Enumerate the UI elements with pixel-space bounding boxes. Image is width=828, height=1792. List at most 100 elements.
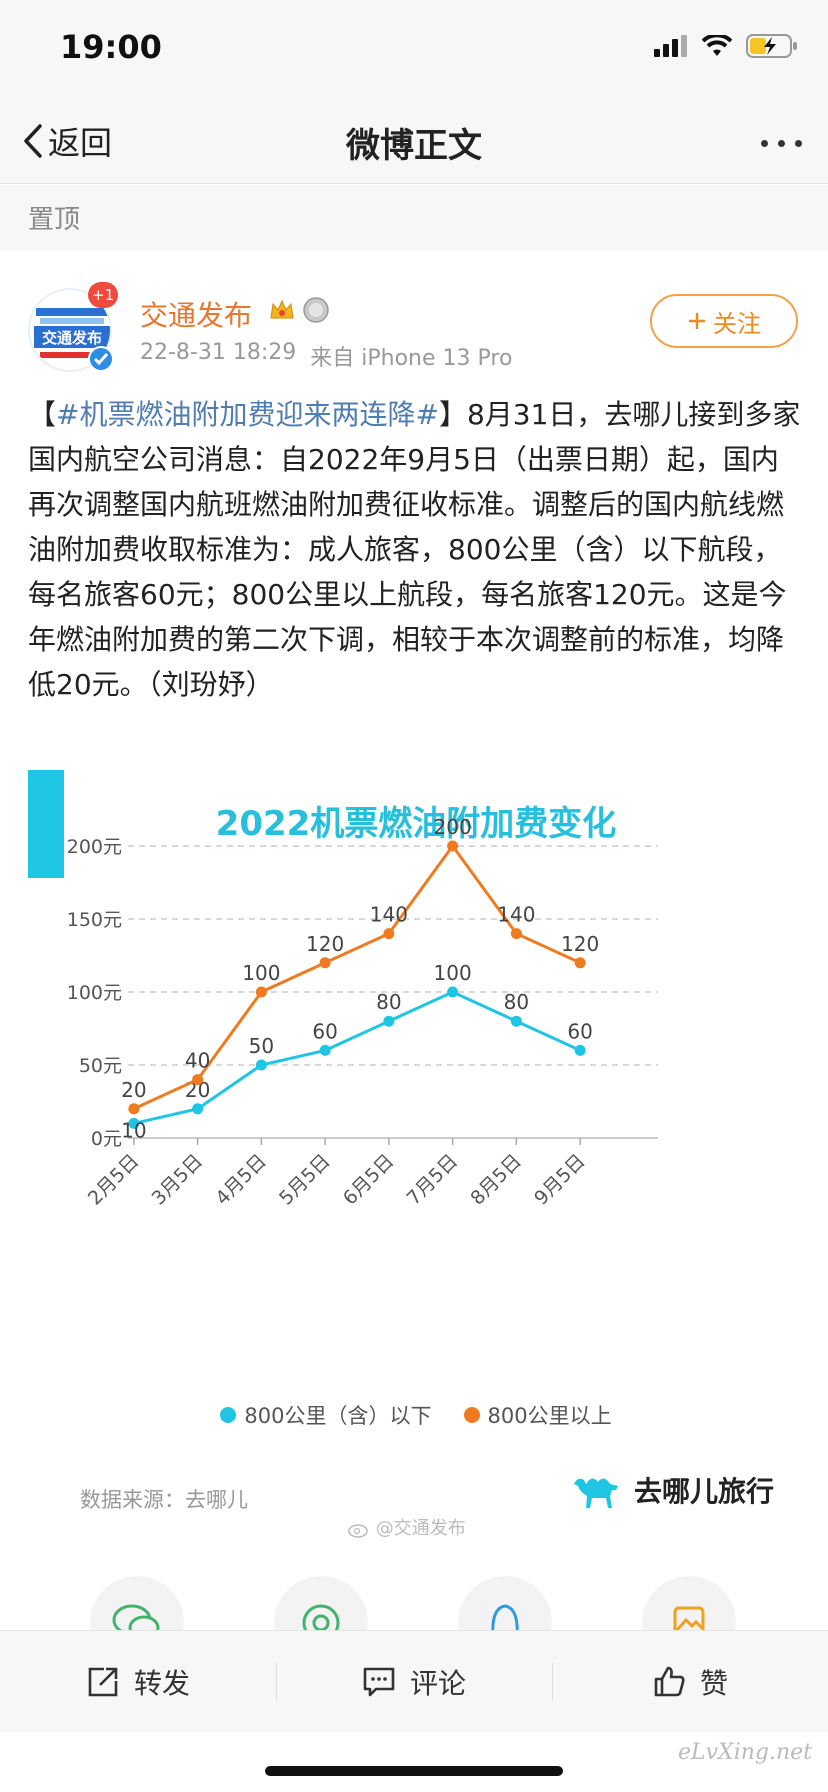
post-source: 来自 iPhone 13 Pro <box>310 346 513 371</box>
post-meta: 22-8-31 18:29 来自 iPhone 13 Pro <box>140 340 512 372</box>
data-label: 140 <box>497 903 535 927</box>
y-tick-label: 200元 <box>67 836 122 858</box>
plus-icon <box>689 313 705 329</box>
data-point <box>128 1103 140 1115</box>
crown-icon <box>270 299 294 319</box>
watermark-text: @交通发布 <box>375 1518 466 1539</box>
chevron-left-icon <box>24 124 42 158</box>
data-point <box>447 986 459 998</box>
repost-label: 转发 <box>133 1666 190 1700</box>
data-label: 80 <box>504 990 529 1014</box>
verified-icon <box>88 346 114 372</box>
like-button[interactable]: 赞 <box>552 1631 828 1732</box>
site-watermark: eLvXing.net <box>677 1740 812 1765</box>
thumbs-up-icon <box>654 1666 685 1696</box>
y-tick-label: 100元 <box>67 982 122 1004</box>
chart-image[interactable]: 2022机票燃油附加费变化 0元 50元 100元 150元 200元 2月5日 3月5日 4… <box>28 770 804 1540</box>
data-label: 60 <box>567 1019 592 1043</box>
data-point <box>192 1074 204 1086</box>
pinned-bar: 置顶 <box>0 185 828 251</box>
post-open-bracket: 【 <box>28 398 57 431</box>
hashtag-link[interactable]: #机票燃油附加费迎来两连降# <box>56 398 439 431</box>
like-label: 赞 <box>699 1666 728 1700</box>
legend-item-above-800: 800公里以上 <box>463 1400 612 1430</box>
post-text: 】8月31日，去哪儿接到多家国内航空公司消息：自2022年9月5日（出票日期）起… <box>28 398 801 701</box>
data-point <box>574 957 586 969</box>
more-options-button[interactable] <box>761 140 802 147</box>
data-point <box>383 1015 395 1027</box>
medal-icon <box>303 297 329 323</box>
x-tick-label: 5月5日 <box>275 1150 335 1210</box>
chart-legend: 800公里（含）以下 800公里以上 <box>28 1400 804 1430</box>
back-button[interactable]: 返回 <box>22 118 112 164</box>
qq-icon <box>491 1604 519 1639</box>
legend-dot <box>463 1407 480 1423</box>
page-title: 微博正文 <box>346 126 482 166</box>
data-label: 140 <box>370 903 408 927</box>
data-label: 100 <box>242 961 280 985</box>
data-label: 40 <box>185 1049 210 1073</box>
pinned-label: 置顶 <box>28 205 81 235</box>
data-source: 数据来源：去哪儿 <box>80 1488 248 1512</box>
y-tick-label: 50元 <box>79 1055 122 1077</box>
data-label: 50 <box>249 1034 274 1058</box>
comment-icon <box>363 1667 395 1696</box>
legend-label: 800公里以上 <box>487 1404 612 1428</box>
weibo-icon <box>348 1524 368 1538</box>
data-point <box>255 986 267 998</box>
data-point <box>574 1044 586 1056</box>
brand-name: 去哪儿旅行 <box>633 1475 774 1508</box>
nav-bar: 返回 微博正文 <box>0 100 828 184</box>
data-label: 120 <box>561 932 599 956</box>
comment-label: 评论 <box>409 1666 466 1700</box>
y-tick-label: 150元 <box>67 909 122 931</box>
y-tick-label: 0元 <box>91 1128 122 1150</box>
legend-label: 800公里（含）以下 <box>244 1404 432 1428</box>
dot-icon <box>795 140 802 147</box>
x-tick-label: 2月5日 <box>84 1150 144 1210</box>
wifi-icon <box>702 35 732 56</box>
x-tick-label: 4月5日 <box>211 1150 271 1210</box>
x-tick-label: 3月5日 <box>148 1150 208 1210</box>
dot-icon <box>761 140 768 147</box>
legend-item-below-800: 800公里（含）以下 <box>220 1400 432 1430</box>
author-header: 交通发布 +1 交通发布 22-8-31 18:29 来自 iPhone 13 … <box>0 270 828 380</box>
data-label: 20 <box>121 1078 146 1102</box>
notification-badge: +1 <box>88 282 119 308</box>
chart-title: 2022机票燃油附加费变化 <box>215 804 617 844</box>
data-point <box>319 1044 331 1056</box>
data-point <box>383 928 395 940</box>
share-arrow-icon <box>88 1667 118 1696</box>
series-line <box>133 990 581 1125</box>
cellular-signal-icon <box>654 35 687 57</box>
x-tick-label: 8月5日 <box>466 1150 526 1210</box>
line-chart: 0元 50元 100元 150元 200元 2月5日 3月5日 4月5日 5月5日 6月5日 7月5… <box>67 815 658 1210</box>
data-label: 60 <box>312 1019 337 1043</box>
status-time: 19:00 <box>60 28 162 66</box>
x-tick-label: 6月5日 <box>339 1150 399 1210</box>
battery-charging-icon <box>746 34 797 58</box>
status-icons <box>654 34 798 58</box>
image-watermark: @交通发布 <box>348 1514 466 1540</box>
series-line <box>133 843 581 1111</box>
data-point <box>319 957 331 969</box>
author-badges <box>268 296 330 324</box>
home-indicator <box>265 1766 563 1776</box>
action-bar: 转发 评论 赞 <box>0 1630 828 1732</box>
post-timestamp: 22-8-31 18:29 <box>140 340 297 365</box>
author-name[interactable]: 交通发布 <box>140 299 253 332</box>
legend-dot <box>220 1407 237 1423</box>
follow-button[interactable]: 关注 <box>650 294 798 348</box>
data-point <box>510 1015 522 1027</box>
chart-accent-bar <box>28 770 64 878</box>
data-point <box>128 1117 140 1129</box>
comment-button[interactable]: 评论 <box>276 1631 552 1732</box>
x-tick-label: 7月5日 <box>403 1150 463 1210</box>
data-point <box>510 928 522 940</box>
avatar-text: 交通发布 <box>42 329 102 347</box>
data-point <box>447 840 459 852</box>
data-label: 80 <box>376 990 401 1014</box>
data-label: 100 <box>434 961 472 985</box>
repost-button[interactable]: 转发 <box>0 1631 276 1732</box>
data-point <box>192 1103 204 1115</box>
